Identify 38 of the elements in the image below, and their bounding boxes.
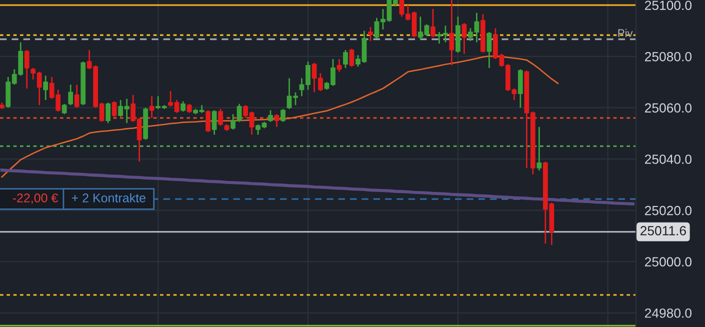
y-tick-label: 25040.0 [644,154,692,164]
candlestick [449,0,454,66]
candlestick [206,110,210,133]
candlestick [180,100,186,112]
candlestick [62,103,67,115]
candlestick [212,110,217,136]
y-tick-label: 24980.0 [644,308,692,318]
candlestick [274,113,280,128]
candlestick [368,26,373,42]
candlestick [518,68,523,108]
y-tick-label: 25100.0 [644,0,692,10]
line-series [1,55,559,178]
y-tick-label: 25060.0 [644,103,692,113]
candlestick [343,49,348,69]
candlestick [280,108,286,123]
candlestick [336,58,342,73]
candlestick [24,49,30,90]
y-tick-label: 25000.0 [644,257,692,267]
ref-line-label: 25011.6 [640,226,686,236]
candlestick [486,31,492,69]
annotation: -22,00 € [12,194,58,204]
candlestick [218,108,223,126]
candlestick [536,126,542,172]
ref-line-label: Piv [618,28,633,37]
candlestick [430,8,436,38]
candlestick [268,110,273,123]
candlestick [74,84,80,108]
candlestick [462,22,467,55]
candlestick [149,95,154,119]
candlestick [349,48,354,68]
candlestick [43,74,48,101]
candlestick [68,84,74,106]
annotation: + 2 Kontrakte [72,193,146,202]
y-tick-label: 25020.0 [644,206,692,216]
line-series [0,168,634,206]
candlestick [106,102,111,124]
y-tick-label: 25080.0 [644,52,692,62]
candlestick [112,100,117,118]
